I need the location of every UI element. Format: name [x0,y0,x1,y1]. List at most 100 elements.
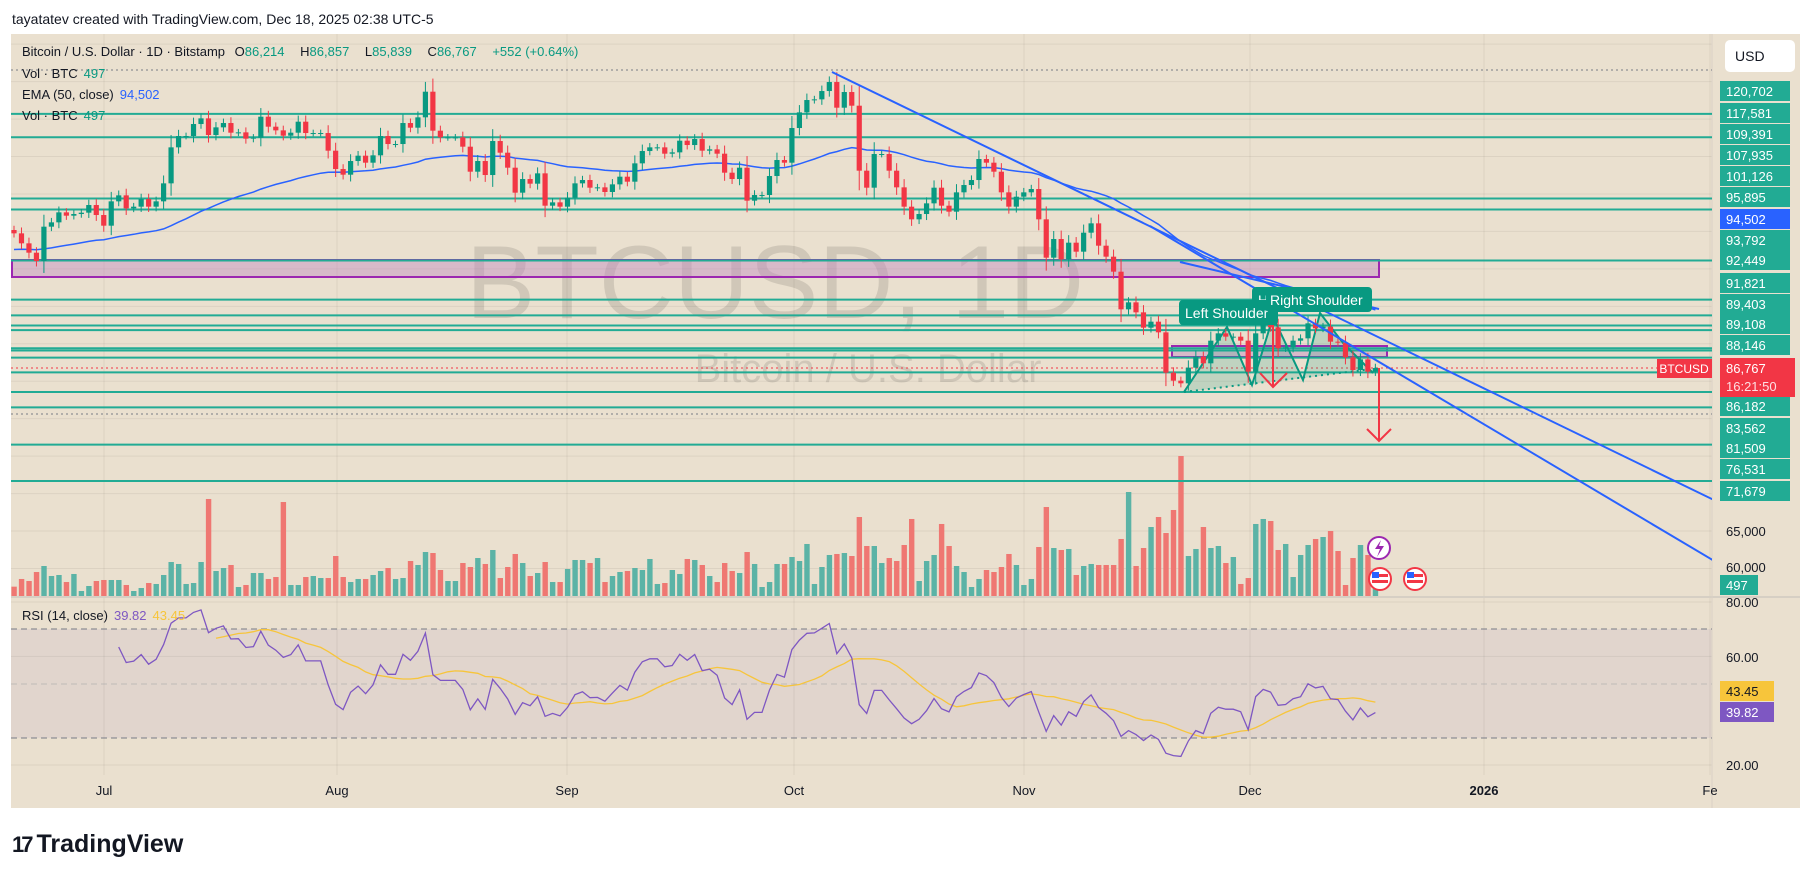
head-target-arrow[interactable] [1259,317,1288,389]
candle[interactable] [153,196,159,212]
candle[interactable] [228,117,234,139]
candle[interactable] [183,132,189,140]
candle[interactable] [1178,376,1184,388]
label-right-shoulder[interactable]: Right Shoulder [1266,287,1372,312]
candle[interactable] [1096,214,1102,255]
candle[interactable] [849,85,855,113]
candle[interactable] [86,199,92,218]
candle[interactable] [1148,316,1154,333]
us-flag-icon[interactable] [1403,567,1427,591]
lightning-event-icon[interactable] [1367,536,1391,560]
candle[interactable] [624,172,630,187]
candle[interactable] [1125,297,1132,315]
candle[interactable] [819,85,825,105]
candle[interactable] [482,154,488,182]
candle[interactable] [834,72,840,118]
candle[interactable] [56,206,62,229]
candle[interactable] [968,175,975,190]
candle[interactable] [1058,230,1064,268]
candle[interactable] [303,115,309,140]
candle[interactable] [1342,335,1349,365]
candle[interactable] [415,111,421,134]
candle[interactable] [901,179,907,215]
candle[interactable] [1230,333,1236,341]
candle[interactable] [385,130,391,150]
candle[interactable] [1245,329,1251,383]
candle[interactable] [916,209,922,225]
candle[interactable] [467,137,473,182]
candle[interactable] [811,95,817,104]
candle[interactable] [1028,184,1034,197]
candle[interactable] [1170,367,1176,387]
candle[interactable] [998,163,1004,201]
candle[interactable] [1290,335,1296,353]
candle[interactable] [497,134,503,159]
candle[interactable] [662,142,668,159]
legend-rsi[interactable]: RSI (14, close) 39.82 43.45 [22,608,191,623]
ema-50-line[interactable] [13,146,1376,311]
candle[interactable] [392,140,399,148]
candle[interactable] [714,144,720,159]
candle[interactable] [1036,178,1042,231]
candle[interactable] [273,122,279,135]
candle[interactable] [310,129,316,137]
candle[interactable] [542,161,548,218]
candle[interactable] [355,150,361,166]
candle[interactable] [647,143,653,156]
candle[interactable] [983,154,989,167]
trendline-lower[interactable] [1149,225,1716,562]
candle[interactable] [1350,350,1356,377]
candle[interactable] [437,125,443,143]
candle[interactable] [348,154,354,182]
candle[interactable] [205,110,212,143]
candle[interactable] [407,118,414,133]
candle[interactable] [841,84,847,115]
rsi-line[interactable] [118,609,1376,758]
candle[interactable] [594,183,601,192]
candle[interactable] [1073,237,1079,258]
candle[interactable] [63,208,69,220]
candle[interactable] [879,150,885,158]
candle[interactable] [26,237,32,259]
candle[interactable] [265,110,271,133]
candle[interactable] [549,198,556,210]
candle[interactable] [1133,296,1139,319]
candle[interactable] [796,105,802,136]
candle[interactable] [1185,360,1191,391]
candle[interactable] [175,129,182,154]
candle[interactable] [684,136,690,150]
candle[interactable] [460,131,466,153]
candle[interactable] [1043,206,1049,271]
candle[interactable] [938,179,945,214]
candle[interactable] [729,167,735,184]
candle[interactable] [101,208,107,232]
candle[interactable] [1312,318,1319,333]
candle[interactable] [1006,185,1012,214]
candle[interactable] [318,129,324,137]
tradingview-logo[interactable]: 17 TradingView [12,830,183,859]
candle[interactable] [325,125,331,159]
candle[interactable] [751,190,758,206]
candle[interactable] [572,176,578,205]
candle[interactable] [138,193,144,212]
candle[interactable] [826,76,832,97]
candle[interactable] [654,143,660,151]
candle[interactable] [33,247,40,267]
candle[interactable] [512,158,518,203]
candle[interactable] [1051,230,1057,266]
us-flag-icon[interactable] [1368,567,1392,591]
candle[interactable] [288,128,294,140]
candle[interactable] [692,134,698,150]
candle[interactable] [18,227,25,250]
candle[interactable] [11,225,17,238]
legend-ema[interactable]: EMA (50, close) 94,502 [22,87,166,102]
currency-button[interactable]: USD [1725,40,1795,72]
candle[interactable] [1088,217,1094,239]
price-axis[interactable]: 120,702 117,581 109,391 107,935 101,126 95,89… [1720,81,1795,595]
candle[interactable] [781,155,788,167]
rsi-ma-line[interactable] [215,629,1376,738]
candle[interactable] [41,214,47,273]
candle[interactable] [168,134,174,196]
candle[interactable] [632,155,638,190]
